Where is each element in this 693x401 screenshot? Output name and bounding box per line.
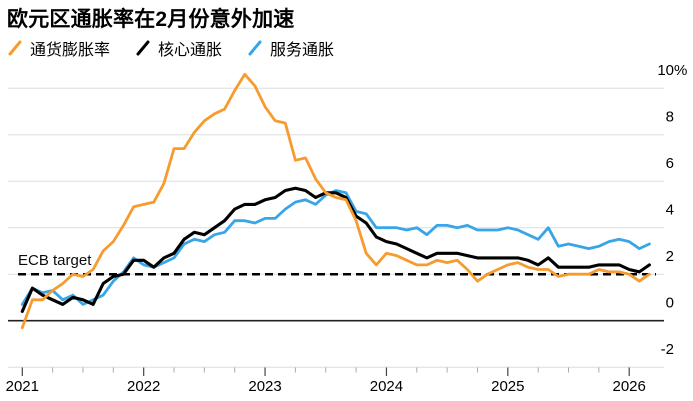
legend-item-core: 核心通胀 <box>136 36 222 60</box>
legend-item-services: 服务通胀 <box>248 36 334 60</box>
headline-inflation-line <box>20 72 651 330</box>
y-axis-label: 10 <box>657 62 674 79</box>
page-title: 欧元区通胀率在2月份意外加速 <box>7 8 295 31</box>
chart-legend: 通货膨胀率 核心通胀 服务通胀 <box>8 36 334 60</box>
x-axis-label: 2026 <box>613 378 646 395</box>
y-axis-label: 4 <box>666 202 674 219</box>
blue-slash-icon <box>248 40 262 56</box>
y-axis-label: 6 <box>666 155 674 172</box>
x-axis-label: 2021 <box>6 378 39 395</box>
y-axis-label: 8 <box>666 109 674 126</box>
y-axis-label: 2 <box>666 248 674 265</box>
x-axis-label: 2025 <box>491 378 524 395</box>
legend-label-headline: 通货膨胀率 <box>30 42 111 59</box>
y-axis-label: 0 <box>666 295 674 312</box>
legend-item-headline: 通货膨胀率 <box>8 36 110 60</box>
services-inflation-line <box>20 189 651 306</box>
x-axis-label: 2023 <box>248 378 281 395</box>
y-axis-label: -2 <box>661 341 674 358</box>
black-slash-icon <box>136 40 150 56</box>
legend-label-core: 核心通胀 <box>158 42 223 59</box>
legend-label-services: 服务通胀 <box>270 42 335 59</box>
x-axis-label: 2022 <box>127 378 160 395</box>
orange-slash-icon <box>8 40 22 56</box>
ecb-target-label: ECB target <box>18 252 92 269</box>
core-inflation-line <box>20 186 651 313</box>
x-axis-label: 2024 <box>370 378 403 395</box>
y-axis-label-suffix: % <box>674 62 687 79</box>
